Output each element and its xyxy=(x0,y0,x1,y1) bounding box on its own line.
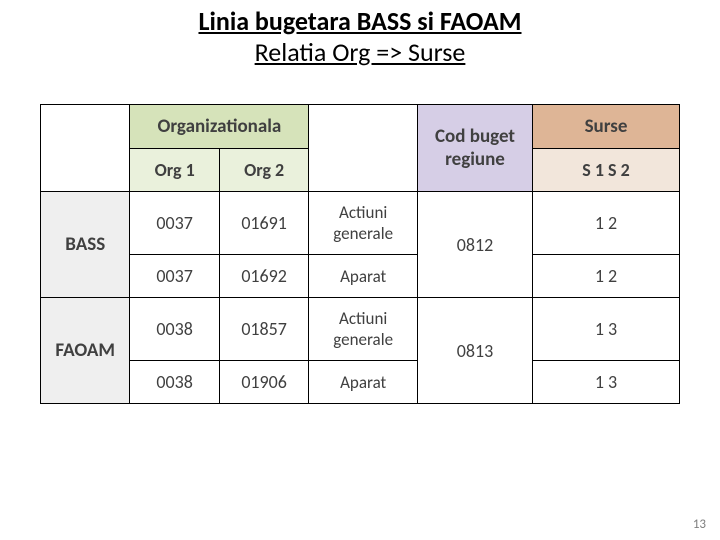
cell-org1: 0037 xyxy=(130,255,219,298)
header-org2: Org 2 xyxy=(219,149,308,192)
header-organizationala: Organizationala xyxy=(130,105,309,149)
table-row: FAOAM 0038 01857 Actiuni generale 0813 1… xyxy=(41,298,680,361)
cell-org2: 01692 xyxy=(219,255,308,298)
group-label-faoam: FAOAM xyxy=(41,298,130,404)
cell-s: 1 3 xyxy=(533,361,680,404)
page-number: 13 xyxy=(693,517,706,532)
slide-title: Linia bugetara BASS si FAOAM Relatia Org… xyxy=(0,0,720,80)
cell-act: Actiuni generale xyxy=(309,298,418,361)
table-row: 0037 01692 Aparat 1 2 xyxy=(41,255,680,298)
cell-org1: 0038 xyxy=(130,361,219,404)
header-s1s2: S 1 S 2 xyxy=(533,149,680,192)
cell-cod: 0812 xyxy=(417,192,532,298)
table-row: 0038 01906 Aparat 1 3 xyxy=(41,361,680,404)
budget-table: Organizationala Cod buget regiune Surse … xyxy=(40,104,680,404)
table-container: Organizationala Cod buget regiune Surse … xyxy=(0,80,720,404)
cell-act: Actiuni generale xyxy=(309,192,418,255)
header-cod-buget: Cod buget regiune xyxy=(417,105,532,192)
cell-s: 1 3 xyxy=(533,298,680,361)
header-blank-2 xyxy=(309,105,418,192)
cell-org1: 0038 xyxy=(130,298,219,361)
title-line-1: Linia bugetara BASS si FAOAM xyxy=(0,6,720,37)
cell-org2: 01906 xyxy=(219,361,308,404)
cell-act: Aparat xyxy=(309,361,418,404)
header-row-1: Organizationala Cod buget regiune Surse xyxy=(41,105,680,149)
cell-org2: 01857 xyxy=(219,298,308,361)
cell-org2: 01691 xyxy=(219,192,308,255)
cell-org1: 0037 xyxy=(130,192,219,255)
header-org1: Org 1 xyxy=(130,149,219,192)
cell-act: Aparat xyxy=(309,255,418,298)
title-line-2: Relatia Org => Surse xyxy=(0,37,720,68)
table-row: BASS 0037 01691 Actiuni generale 0812 1 … xyxy=(41,192,680,255)
cell-s: 1 2 xyxy=(533,192,680,255)
header-surse: Surse xyxy=(533,105,680,149)
group-label-bass: BASS xyxy=(41,192,130,298)
cell-s: 1 2 xyxy=(533,255,680,298)
header-blank xyxy=(41,105,130,192)
cell-cod: 0813 xyxy=(417,298,532,404)
